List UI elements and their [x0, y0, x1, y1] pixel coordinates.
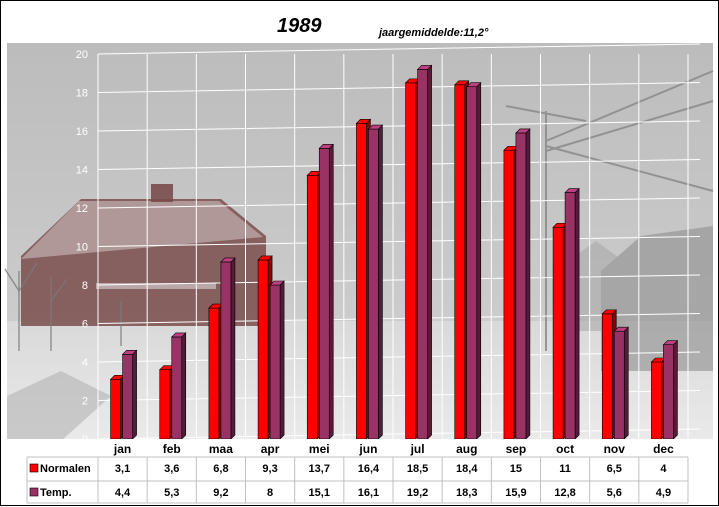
data-label: 5,6: [607, 487, 622, 499]
x-tick-label: maa: [209, 442, 233, 456]
data-label: 11: [559, 463, 571, 475]
y-tick-label: 8: [82, 280, 88, 292]
legend-swatch: [29, 487, 39, 497]
data-label: 6,8: [213, 463, 228, 475]
bar-temp-mei: [318, 143, 334, 440]
y-tick-label: 4: [82, 357, 88, 369]
data-label: 12,8: [554, 487, 575, 499]
gridline-h: [97, 82, 701, 93]
data-label: 18,5: [407, 463, 428, 475]
bar-temp-dec: [662, 339, 679, 440]
data-label: 4: [660, 463, 667, 475]
gridline-h: [97, 197, 701, 209]
bars: [109, 64, 679, 440]
x-tick-label: apr: [261, 442, 280, 456]
bar-temp-jun: [367, 124, 384, 440]
bar-temp-jul: [416, 64, 433, 440]
y-tick-label: 6: [82, 319, 88, 331]
bar-temp-oct: [564, 187, 580, 440]
data-label: 5,3: [164, 487, 179, 499]
gridline-h: [97, 313, 701, 324]
data-label: 9,2: [213, 487, 228, 499]
y-axis: 02468101214161820: [76, 49, 99, 446]
data-label: 18,3: [456, 487, 477, 499]
data-label: 13,7: [309, 463, 330, 475]
data-label: 6,5: [607, 463, 622, 475]
x-tick-label: feb: [163, 442, 181, 456]
data-label: 9,3: [262, 463, 277, 475]
gridline-h: [97, 390, 701, 401]
x-tick-label: sep: [506, 442, 527, 456]
gridline-h: [97, 428, 701, 440]
legend-swatch: [29, 463, 39, 473]
gridline-h: [97, 351, 701, 363]
bar-temp-feb: [171, 332, 187, 440]
title-band: [7, 3, 713, 43]
x-tick-label: jul: [410, 442, 425, 456]
legend-label: Normalen: [40, 463, 91, 475]
data-label: 4,9: [656, 487, 671, 499]
gridline-h: [97, 43, 701, 55]
data-label: 8: [267, 487, 273, 499]
bar-temp-aug: [466, 82, 482, 440]
data-label: 18,4: [456, 463, 478, 475]
gridline-h: [97, 274, 701, 286]
data-label: 16,1: [358, 487, 379, 499]
gridline-h: [97, 159, 701, 170]
bar-temp-sep: [515, 128, 531, 440]
data-table: jan feb maa apr mei jun jul aug sep oct nov dec Norm…: [26, 442, 689, 504]
data-label: 3,6: [164, 463, 179, 475]
data-label: 4,4: [115, 487, 131, 499]
data-label: 16,4: [358, 463, 380, 475]
y-tick-label: 16: [76, 126, 88, 138]
legend-label: Temp.: [40, 487, 72, 499]
x-tick-label: jan: [113, 442, 131, 456]
bar-temp-apr: [269, 280, 285, 440]
x-tick-label: dec: [653, 442, 674, 456]
bar-temp-nov: [613, 326, 629, 440]
x-tick-label: aug: [456, 442, 477, 456]
gridline-h: [97, 120, 701, 132]
x-tick-label: mei: [309, 442, 330, 456]
data-label: 15: [510, 463, 522, 475]
y-tick-label: 14: [76, 165, 88, 177]
y-tick-label: 10: [76, 242, 88, 254]
x-tick-label: jun: [358, 442, 377, 456]
x-tick-label: oct: [556, 442, 574, 456]
y-tick-label: 20: [76, 49, 88, 61]
chart-subtitle: jaargemiddelde:11,2°: [377, 27, 489, 39]
y-tick-label: 12: [76, 203, 88, 215]
y-tick-label: 2: [82, 396, 88, 408]
y-tick-label: 18: [76, 88, 88, 100]
gridline-h: [97, 236, 701, 247]
bar-temp-jan: [121, 349, 138, 440]
bar-temp-maa: [220, 257, 236, 440]
data-label: 15,1: [309, 487, 330, 499]
data-label: 3,1: [115, 463, 130, 475]
data-table-background: [7, 439, 713, 503]
x-tick-label: nov: [604, 442, 626, 456]
data-label: 15,9: [505, 487, 526, 499]
data-label: 19,2: [407, 487, 428, 499]
chart-title: 1989: [277, 15, 322, 37]
